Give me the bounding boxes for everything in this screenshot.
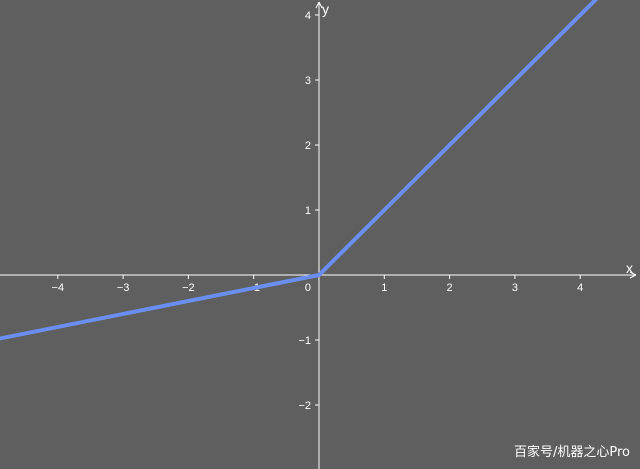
series-layer: [0, 0, 599, 341]
y-tick-label: 3: [305, 75, 311, 87]
y-axis-arrow: [315, 1, 323, 9]
y-tick-label: −1: [298, 335, 311, 347]
y-tick-label: 4: [305, 10, 311, 22]
y-tick-label: −2: [298, 400, 311, 412]
x-tick-label: 2: [447, 282, 453, 294]
x-tick-label: 4: [577, 282, 583, 294]
x-tick-label: 1: [381, 282, 387, 294]
series-line: [0, 0, 599, 341]
x-tick-label: 3: [512, 282, 518, 294]
y-tick-label: 1: [305, 205, 311, 217]
x-tick-label: −4: [52, 282, 65, 294]
x-tick-label: −2: [182, 282, 195, 294]
x-tick-label: −3: [117, 282, 130, 294]
origin-label: 0: [305, 282, 311, 294]
watermark: 百家号/机器之心Pro: [514, 444, 630, 460]
y-tick-label: 2: [305, 140, 311, 152]
x-axis-label: x: [626, 260, 633, 276]
y-axis-label: y: [322, 1, 329, 17]
x-axis-arrow: [629, 271, 637, 279]
